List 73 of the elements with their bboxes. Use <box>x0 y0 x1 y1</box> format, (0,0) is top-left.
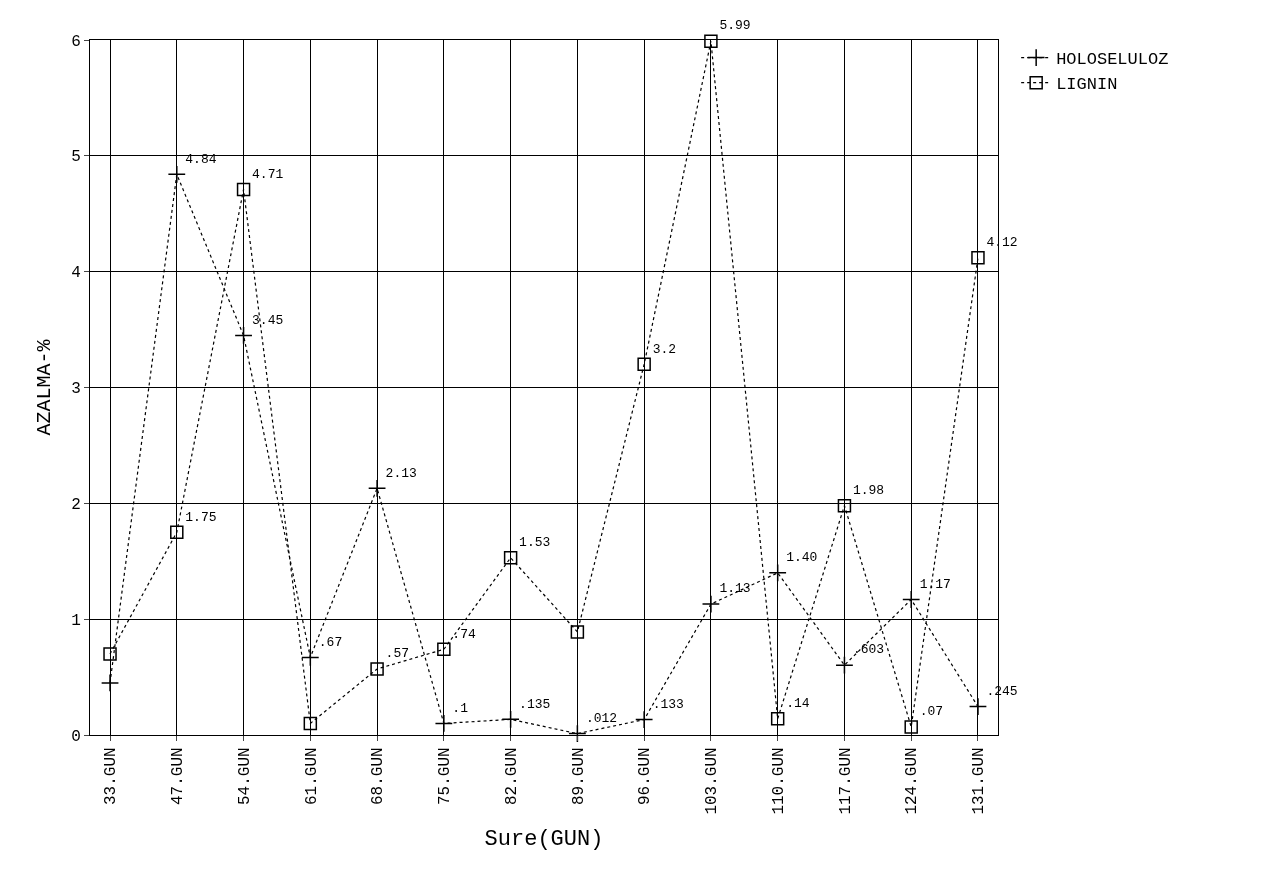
data-label: .012 <box>585 710 618 726</box>
legend-label: HOLOSELULOZ <box>1056 50 1169 70</box>
data-label: .14 <box>786 696 810 712</box>
y-tick-label: 0 <box>71 727 81 746</box>
data-label: 1.40 <box>786 550 818 566</box>
x-tick-label: 47.GUN <box>168 747 187 806</box>
point <box>835 656 854 675</box>
point <box>501 710 520 729</box>
point <box>568 724 587 743</box>
point <box>971 251 985 265</box>
point <box>635 710 654 729</box>
x-tick-label: 124.GUN <box>903 747 922 815</box>
point <box>303 716 318 731</box>
data-label: 4.71 <box>252 166 284 182</box>
point <box>904 720 918 734</box>
point <box>701 594 721 614</box>
data-label: 5.99 <box>719 18 751 34</box>
x-tick-label: 75.GUN <box>436 747 455 806</box>
y-tick-label: 1 <box>71 611 81 630</box>
data-label: 3.45 <box>252 312 284 328</box>
point <box>100 673 120 693</box>
point <box>704 34 718 48</box>
data-label: .133 <box>652 696 684 712</box>
point <box>367 479 387 498</box>
point <box>370 662 384 676</box>
point <box>503 551 518 565</box>
data-label: 2.13 <box>385 465 417 481</box>
x-tick-label: 110.GUN <box>769 747 788 815</box>
legend-label: LIGNIN <box>1056 75 1118 95</box>
point <box>437 642 451 657</box>
x-tick-label: 131.GUN <box>970 747 989 815</box>
x-tick-label: 89.GUN <box>569 747 588 806</box>
x-tick-label: 82.GUN <box>502 747 521 806</box>
y-tick-label: 2 <box>71 495 81 514</box>
data-label: .1 <box>452 700 469 716</box>
x-tick-label: 61.GUN <box>302 747 321 806</box>
point <box>770 712 785 726</box>
data-label: .57 <box>385 646 409 662</box>
point <box>902 590 921 609</box>
point <box>837 498 852 513</box>
y-tick-label: 3 <box>71 380 81 399</box>
data-label: 3.2 <box>652 341 677 357</box>
point <box>570 625 585 639</box>
data-label: .74 <box>452 626 476 642</box>
x-tick-label: 117.GUN <box>836 747 855 815</box>
y-axis-title: AZALMA-% <box>32 338 56 436</box>
point <box>103 647 117 661</box>
point <box>170 525 184 540</box>
data-label: 1.98 <box>852 482 885 498</box>
data-label: 1.53 <box>519 535 551 551</box>
data-label: .07 <box>919 704 944 720</box>
point <box>968 697 988 716</box>
x-tick-label: 54.GUN <box>235 747 254 806</box>
point <box>167 165 186 184</box>
point <box>637 357 651 372</box>
y-tick-label: 6 <box>71 32 81 51</box>
point <box>301 648 320 667</box>
data-label: .67 <box>318 634 343 650</box>
x-tick-label: 68.GUN <box>369 747 388 806</box>
y-tick-label: 5 <box>71 148 81 167</box>
x-tick-label: 96.GUN <box>636 747 655 806</box>
data-label: .135 <box>519 696 551 712</box>
data-label: 1.17 <box>919 576 951 592</box>
x-axis-title: Sure(GUN) <box>484 826 604 852</box>
point <box>234 326 253 345</box>
data-label: 1.75 <box>185 509 217 525</box>
data-label: 1.13 <box>719 581 751 597</box>
x-tick-label: 103.GUN <box>703 747 722 815</box>
x-tick-label: 33.GUN <box>102 747 121 806</box>
y-tick-label: 4 <box>71 264 81 283</box>
data-label: .603 <box>852 642 885 658</box>
point <box>768 563 787 582</box>
point <box>236 182 251 197</box>
